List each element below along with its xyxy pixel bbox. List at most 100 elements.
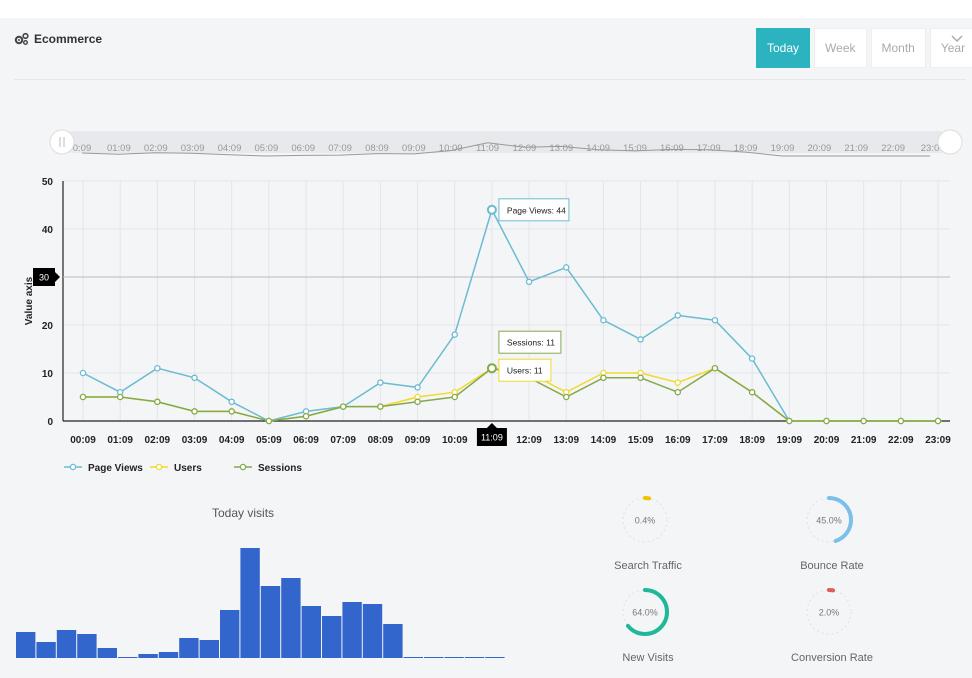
gears-icon (14, 32, 30, 46)
tab-month[interactable]: Month (870, 28, 926, 68)
scrollbar-tick-label: 23:0 (921, 143, 940, 154)
sessions-point (897, 417, 905, 425)
gauge-value: 64.0% (632, 608, 658, 618)
users-tooltip-box (498, 358, 552, 382)
page-views-point (79, 369, 87, 377)
scrollbar-tick-label: 14:09 (586, 143, 610, 154)
conversion-rate-gauge: 2.0% (805, 588, 853, 636)
scrollbar-tick-label: 17:09 (697, 143, 721, 154)
tab-today[interactable]: Today (756, 28, 811, 68)
chevron-down-icon[interactable] (950, 32, 964, 46)
page-views-tooltip: Page Views: 44 (507, 205, 566, 215)
scrollbar-left-handle[interactable] (49, 129, 75, 155)
x-tick-label: 13:09 (553, 435, 579, 446)
sessions-point (339, 403, 347, 410)
scrollbar-tick-label: 02:09 (144, 143, 168, 154)
bar (260, 586, 281, 658)
scrollbar-tick-label: 08:09 (365, 143, 389, 154)
x-tick-label: 12:09 (516, 435, 542, 446)
scrollbar-tick-label: 03:09 (181, 143, 205, 154)
ecommerce-panel: Ecommerce Today Week Month Year 0:09 01:0… (0, 18, 972, 678)
x-tick-label: 06:09 (293, 435, 319, 446)
search-traffic-gauge: 0.4% (621, 496, 669, 544)
x-tick-label: 19:09 (777, 435, 803, 446)
legend-marker-point (239, 463, 247, 471)
gauge-label-bounce-rate: Bounce Rate (800, 560, 864, 572)
sessions-point (451, 393, 458, 401)
y-tick-label: 0 (47, 417, 53, 428)
bar (301, 606, 321, 658)
scrollbar-tick-label: 21:09 (844, 143, 868, 154)
page-views-point (486, 204, 497, 215)
page-views-tooltip-box (498, 198, 570, 222)
scrollbar-tick-label: 05:09 (254, 143, 278, 154)
y-tick-label: 10 (42, 369, 54, 380)
x-tick-label: 00:09 (70, 435, 96, 446)
page-views-point (525, 278, 533, 286)
x-tick-label: 23:09 (925, 435, 951, 446)
bar (281, 578, 301, 658)
cursor-x-label: 11:09 (481, 433, 503, 443)
scrollbar-tick-label: 09:09 (402, 143, 426, 154)
page-views-point (711, 316, 719, 324)
scrollbar-tick-label: 10:09 (439, 143, 463, 154)
x-tick-label: 18:09 (739, 435, 765, 446)
gauge-value: 0.4% (635, 516, 656, 526)
bar (240, 548, 260, 658)
bar (56, 630, 77, 658)
sessions-point (786, 417, 793, 425)
bounce-rate-gauge: 45.0% (805, 496, 853, 544)
x-tick-label: 07:09 (330, 435, 356, 446)
bar (77, 634, 97, 658)
header-divider (14, 79, 966, 80)
bar (424, 657, 444, 658)
scrollbar-preview-line (81, 142, 930, 157)
sessions-point (265, 417, 273, 425)
x-tick-label: 08:09 (368, 435, 394, 446)
x-tick-label: 05:09 (256, 435, 282, 446)
bar (138, 654, 158, 658)
legend-marker-point (69, 463, 77, 471)
x-tick-label: 20:09 (814, 435, 840, 446)
tab-week[interactable]: Week (814, 28, 867, 68)
sessions-point (79, 393, 87, 401)
x-tick-label: 22:09 (888, 435, 914, 446)
new-visits-gauge: 64.0% (621, 588, 669, 636)
gauge-value: 45.0% (816, 516, 842, 526)
traffic-line-chart: 0:09 01:09 02:09 03:09 04:09 05:09 06:09 07:09 0… (24, 129, 963, 474)
bar (36, 642, 56, 658)
gauge-arc (805, 496, 853, 544)
users-tooltip: Users: 11 (507, 366, 543, 376)
gauge-label-conversion-rate: Conversion Rate (791, 652, 873, 664)
bar (383, 624, 403, 658)
gauge-track (806, 589, 852, 635)
bar (322, 616, 342, 658)
bar (403, 657, 423, 658)
scrollbar-tick-label: 04:09 (218, 143, 242, 154)
scrollbar-tick-label: 18:09 (734, 143, 758, 154)
scrollbar-tick-label: 13:09 (549, 143, 573, 154)
page-views-line (82, 207, 938, 422)
scrollbar-right-handle[interactable] (937, 129, 963, 155)
scrollbar-tick-label: 06:09 (291, 143, 315, 154)
x-tick-label: 09:09 (405, 435, 431, 446)
sessions-point (860, 417, 867, 425)
scrollbar-tick-label: 01:09 (107, 143, 131, 154)
bar (16, 632, 36, 658)
scrollbar-track (62, 131, 950, 153)
sessions-point (486, 363, 497, 374)
bar (97, 648, 117, 658)
tab-year[interactable]: Year (929, 28, 972, 68)
sessions-point (711, 364, 719, 372)
page-views-point (674, 312, 682, 319)
period-tabs: Today Week Month Year (756, 28, 972, 68)
sessions-point (600, 374, 607, 382)
today-visits-bar-chart (16, 548, 505, 658)
legend-marker-point (155, 463, 163, 471)
scrollbar-tick-label: 16:09 (660, 143, 684, 154)
page-title: Ecommerce (34, 32, 103, 46)
cursor-x-label-arrow (486, 423, 497, 428)
bar (342, 602, 362, 658)
sessions-point (414, 398, 421, 406)
bar-chart-title: Today visits (212, 506, 275, 520)
